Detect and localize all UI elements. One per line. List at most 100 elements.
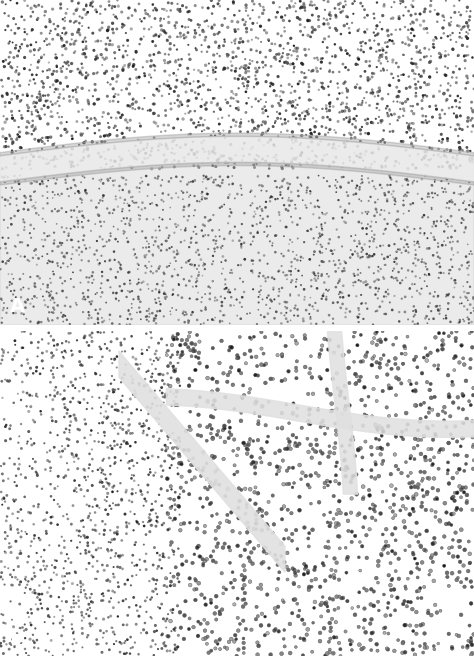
Point [59, 14, 67, 24]
Point [111, 405, 118, 415]
Point [359, 493, 367, 504]
Point [191, 25, 199, 35]
Point [169, 428, 177, 438]
Point [58, 66, 65, 77]
Point [240, 151, 247, 161]
Point [464, 116, 472, 127]
Point [246, 537, 254, 547]
Point [464, 304, 471, 315]
Point [330, 514, 337, 524]
Point [278, 504, 285, 514]
Point [308, 95, 315, 106]
Point [392, 220, 399, 230]
Point [44, 187, 51, 197]
Point [85, 99, 92, 110]
Point [167, 438, 174, 448]
Point [294, 100, 301, 110]
Point [58, 203, 65, 213]
Point [410, 354, 418, 365]
Point [124, 457, 132, 468]
Point [53, 569, 61, 580]
Point [247, 266, 255, 276]
Point [1, 579, 9, 590]
Point [155, 263, 163, 274]
Point [301, 619, 308, 629]
Point [221, 437, 228, 447]
Point [338, 241, 346, 252]
Point [374, 424, 382, 435]
Point [258, 511, 266, 522]
Point [361, 150, 368, 160]
Point [365, 72, 372, 83]
Point [153, 353, 160, 363]
Point [384, 111, 392, 121]
Point [440, 236, 448, 247]
Point [24, 607, 32, 618]
Point [254, 33, 262, 43]
Point [81, 319, 88, 329]
Point [0, 256, 7, 267]
Point [118, 535, 126, 546]
Point [300, 0, 308, 9]
Point [121, 638, 128, 648]
Point [107, 228, 114, 239]
Point [181, 152, 188, 163]
Point [251, 123, 258, 134]
Point [59, 141, 67, 152]
Point [3, 308, 10, 318]
Point [239, 47, 246, 57]
Point [42, 392, 50, 402]
Point [147, 377, 155, 387]
Point [273, 584, 281, 594]
Point [358, 171, 366, 181]
Point [409, 159, 417, 170]
Point [326, 114, 334, 125]
Point [27, 220, 35, 230]
Point [123, 518, 130, 528]
Point [118, 22, 126, 33]
Point [383, 644, 391, 654]
Point [150, 31, 158, 41]
Point [357, 129, 365, 139]
Point [0, 313, 6, 323]
Point [60, 639, 67, 649]
Point [330, 256, 337, 266]
Point [33, 468, 41, 479]
Point [56, 31, 64, 41]
Point [270, 283, 277, 293]
Point [318, 121, 326, 132]
Point [380, 125, 387, 136]
Point [56, 618, 64, 628]
Point [246, 187, 254, 197]
Point [348, 474, 356, 484]
Point [6, 280, 13, 291]
Point [120, 226, 128, 236]
Point [0, 81, 7, 92]
Point [176, 340, 184, 350]
Point [312, 574, 319, 584]
Point [17, 626, 25, 636]
Point [210, 174, 218, 185]
Point [253, 602, 260, 612]
Point [246, 437, 253, 447]
Point [259, 8, 266, 18]
Point [424, 473, 431, 483]
Point [299, 195, 307, 205]
Point [167, 502, 174, 513]
Point [212, 236, 220, 246]
Point [157, 13, 164, 24]
Point [275, 567, 283, 577]
Point [423, 422, 431, 432]
Point [355, 60, 362, 70]
Point [36, 594, 44, 605]
Point [289, 331, 296, 342]
Point [380, 1, 388, 11]
Point [84, 541, 91, 551]
Point [303, 226, 311, 236]
Point [373, 30, 380, 40]
Point [114, 562, 121, 572]
Point [131, 638, 139, 648]
Point [283, 443, 291, 454]
Point [456, 28, 464, 38]
Point [374, 142, 382, 152]
